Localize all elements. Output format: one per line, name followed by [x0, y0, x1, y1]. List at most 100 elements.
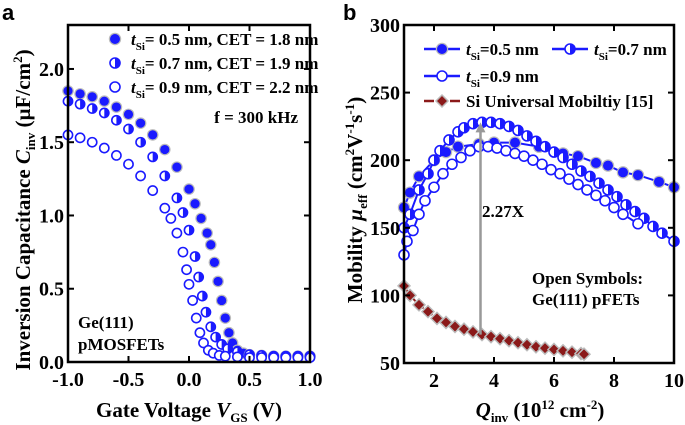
- data-point: [219, 312, 232, 324]
- legend-label: tSi=0.7 nm: [594, 40, 667, 63]
- data-point: [147, 185, 159, 196]
- annotation-ge-pfets: Ge(111) pFETs: [532, 290, 640, 309]
- data-point: [422, 167, 434, 180]
- data-point: [123, 123, 134, 135]
- data-point: [412, 170, 426, 183]
- data-point: [485, 116, 497, 129]
- data-point: [521, 130, 533, 142]
- data-point: [198, 337, 209, 349]
- data-point: [171, 227, 183, 239]
- data-point: [528, 339, 544, 354]
- legend-label: tSi=0.9 nm: [466, 67, 539, 90]
- x-tick-label: -0.5: [113, 369, 145, 391]
- legend-marker: [109, 57, 121, 69]
- legend-label: Si Universal Mobiltiy [15]: [466, 92, 653, 111]
- data-point: [205, 321, 217, 333]
- data-point: [555, 343, 571, 358]
- legend-item: tSi= 0.9 nm, CET = 2.2 nm: [109, 78, 318, 101]
- data-point: [208, 256, 221, 269]
- data-point: [147, 151, 159, 163]
- data-point: [446, 158, 458, 171]
- legend-marker: [109, 81, 121, 93]
- data-point: [413, 208, 425, 221]
- data-point: [404, 208, 416, 221]
- y-tick-label: 100: [370, 285, 400, 307]
- series-2: [62, 129, 316, 364]
- data-point: [177, 207, 189, 218]
- data-point: [403, 186, 417, 199]
- panel-b-x-axis-label: Qinv (1012 cm-2): [476, 397, 605, 425]
- data-point: [98, 95, 111, 107]
- data-point: [231, 351, 243, 363]
- x-tick-label: 0.5: [237, 369, 262, 391]
- data-point: [195, 212, 207, 225]
- data-point: [589, 156, 603, 170]
- data-point: [194, 327, 206, 339]
- y-tick-label: 0.5: [39, 279, 64, 301]
- data-point: [420, 304, 436, 319]
- data-point: [135, 136, 146, 148]
- data-point: [576, 347, 592, 362]
- data-point: [146, 129, 159, 141]
- y-tick-label: 150: [370, 218, 400, 240]
- panel-b-legend: tSi=0.5 nm tSi=0.7 nm tSi=0.9 nm Si Univers…: [424, 40, 667, 111]
- x-tick-label: 10: [664, 370, 684, 392]
- data-point: [536, 158, 548, 171]
- panel-b-marks: [396, 116, 681, 362]
- legend-item: tSi=0.5 nm: [424, 40, 539, 63]
- data-point: [564, 345, 580, 360]
- data-point: [434, 144, 446, 157]
- annotation-device-type: pMOSFETs: [78, 335, 165, 354]
- data-point: [647, 220, 659, 233]
- data-point: [451, 140, 465, 153]
- data-point: [190, 312, 202, 324]
- legend-marker: [435, 42, 449, 56]
- y-tick-label: 200: [370, 150, 400, 172]
- y-tick-label: 1.5: [39, 132, 64, 154]
- data-point: [134, 117, 147, 129]
- data-point: [200, 306, 212, 318]
- data-point: [223, 326, 235, 339]
- y-tick-label: 50: [380, 353, 400, 375]
- data-point: [159, 170, 171, 182]
- data-point: [111, 114, 122, 126]
- data-point: [111, 150, 122, 161]
- data-point: [575, 165, 587, 177]
- annotation-open-symbols: Open Symbols:: [532, 269, 643, 288]
- data-point: [419, 194, 431, 207]
- x-tick-label: 0.0: [177, 369, 202, 391]
- data-point: [599, 194, 611, 207]
- data-point: [437, 167, 449, 180]
- data-point: [632, 217, 644, 230]
- data-point: [617, 208, 629, 221]
- data-point: [407, 224, 419, 237]
- data-point: [508, 136, 522, 149]
- panel-a-label: a: [2, 0, 15, 25]
- legend-label: tSi= 0.7 nm, CET = 1.9 nm: [131, 54, 318, 77]
- data-point: [537, 341, 553, 356]
- data-point: [428, 181, 440, 194]
- data-point: [593, 177, 605, 189]
- data-point: [212, 275, 224, 288]
- y-tick-label: 300: [370, 15, 400, 37]
- data-point: [74, 88, 86, 100]
- series-2: [398, 140, 644, 261]
- data-point: [98, 142, 110, 154]
- data-point: [566, 158, 578, 171]
- data-point: [193, 271, 205, 283]
- data-point: [608, 201, 620, 214]
- data-point: [189, 197, 201, 210]
- data-point: [110, 101, 123, 113]
- panel-a-marks: [62, 85, 316, 364]
- y-tick-label: 2.0: [39, 59, 64, 81]
- data-point: [177, 246, 189, 258]
- data-point: [656, 227, 668, 240]
- data-point: [171, 161, 183, 173]
- data-point: [201, 227, 213, 239]
- data-point: [631, 168, 645, 182]
- data-point: [629, 205, 641, 218]
- data-point: [455, 151, 467, 164]
- data-point: [548, 146, 560, 158]
- panel-a-x-axis-label: Gate Voltage VGS (V): [96, 398, 282, 425]
